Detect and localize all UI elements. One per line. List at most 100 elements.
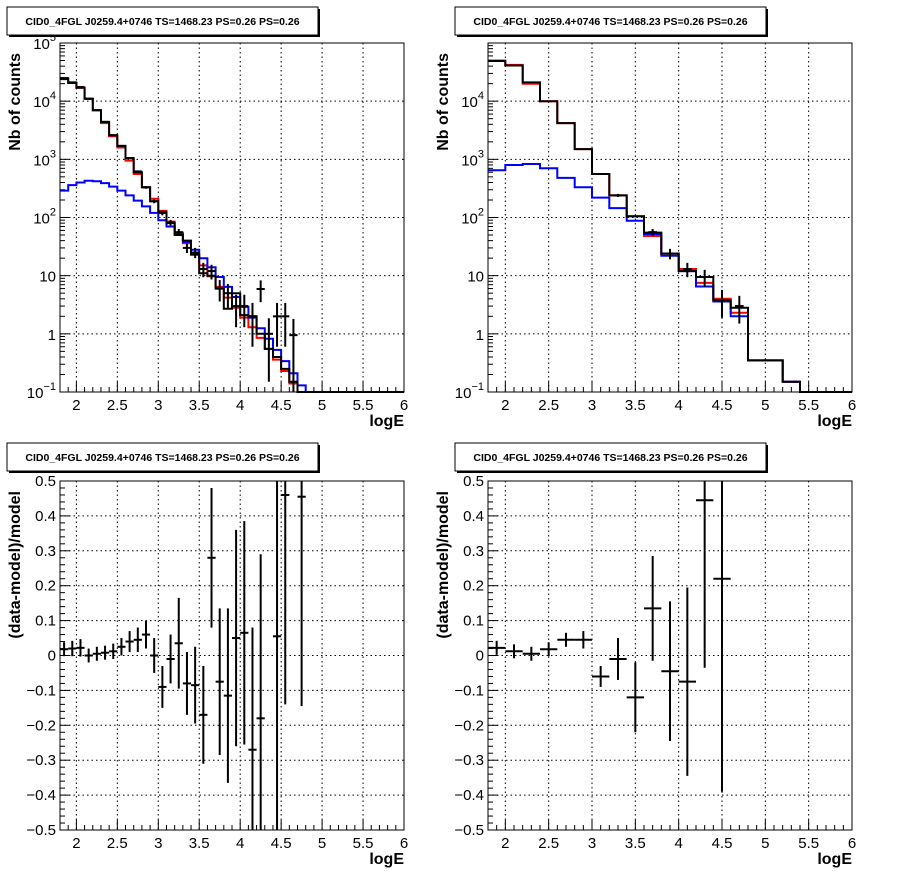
y-tick-label: −0.4 [26,787,56,804]
x-tick-label: 2 [501,397,509,414]
x-tick-label: 4.5 [712,397,733,414]
data-point-8 [125,631,134,653]
histogram-series-2 [488,60,852,393]
x-axis-label: logE [817,851,852,868]
data-point-26 [281,481,290,705]
y-tick-label: −0.2 [26,717,56,734]
y-tick-label: 102 [461,207,484,228]
y-tick-label: −0.3 [454,752,484,769]
data-point-4 [92,109,101,112]
x-tick-label: 2.5 [107,835,128,852]
x-tick-label: 2.5 [107,397,128,414]
data-point-6 [109,134,118,137]
x-tick-label: 5 [761,835,769,852]
data-point-0 [488,640,506,655]
data-point-22 [240,521,249,745]
x-tick-label: 4 [236,835,244,852]
x-tick-label: 5 [761,397,769,414]
data-point-22 [240,294,249,328]
data-point-4 [557,632,575,647]
data-point-3 [84,648,93,663]
data-point-5 [574,631,592,649]
data-point-18 [207,487,216,628]
y-tick-label: −0.5 [26,822,56,839]
title-box [6,442,319,472]
data-point-9 [133,627,142,653]
x-tick-label: 5.5 [798,397,819,414]
data-point-10 [141,185,151,189]
x-tick-label: 3.5 [625,835,646,852]
data-point-2 [665,248,675,260]
data-point-27 [281,302,290,347]
data-point-7 [117,144,126,147]
y-tick-label: −0.2 [454,717,484,734]
data-point-16 [191,646,200,724]
y-tick-label-exponent: −1 [43,381,56,393]
data-point-25 [272,481,282,830]
y-tick-label-base: 10 [33,94,50,111]
y-tick-label: 0.1 [463,613,484,630]
y-tick-label: 0.3 [463,543,484,560]
x-tick-label: 4 [674,835,682,852]
data-point-12 [158,210,167,216]
data-point-12 [158,665,167,708]
y-tick-label: 104 [461,90,484,111]
y-tick-label: −0.4 [454,787,484,804]
y-tick-label: 0.2 [463,578,484,595]
y-tick-label-base: 10 [33,211,50,228]
y-axis-label: Nb of counts [435,53,452,151]
data-point-19 [215,608,224,755]
data-point-17 [199,262,208,278]
x-axis-label: logE [369,851,404,868]
plot-frame [59,480,405,831]
y-axis-label: (data-model)/model [435,491,452,639]
y-tick-label-base: 10 [461,152,478,169]
data-point-15 [182,652,192,715]
data-point-5 [100,120,110,123]
y-tick-label-base: 10 [455,385,472,402]
y-tick-label-base: 10 [467,269,484,286]
chart-title: CID0_4FGL J0259.4+0746 TS=1468.23 PS=0.2… [25,452,299,464]
x-tick-label: 2 [72,835,80,852]
y-tick-label: 10−1 [455,381,484,402]
y-tick-label: 1 [476,327,484,344]
data-point-1 [505,644,523,659]
y-tick-label: 105 [33,32,56,53]
y-tick-label-exponent: 2 [50,207,56,219]
y-tick-label: 10−1 [27,381,56,402]
axis-ticks [487,480,853,831]
x-axis-label: logE [369,413,404,430]
x-tick-label: 4.5 [712,835,733,852]
data-point-7 [609,638,627,680]
data-point-11 [150,638,159,673]
data-point-20 [223,608,232,783]
y-tick-label-base: 10 [461,211,478,228]
x-tick-label: 3.5 [625,397,646,414]
panel-bottom-left-residuals: 2 2.5 3 3.5 4 4.5 5 5.5 6 −0.5 −0.4 −0.3 −0.2 −0.1 0 0.… [6,442,408,868]
x-tick-label: 6 [848,397,856,414]
data-point-13 [166,219,175,226]
y-tick-label-exponent: 2 [478,207,484,219]
title-box [454,6,767,36]
x-tick-label: 2 [72,397,80,414]
data-point-11 [678,587,696,776]
data-point-0 [613,193,623,198]
y-tick-label: −0.1 [454,682,484,699]
data-point-14 [174,228,183,236]
y-tick-label: 0.1 [35,613,56,630]
data-point-21 [232,294,241,328]
y-tick-label: 0 [476,648,484,665]
y-tick-label: 103 [461,148,484,169]
data-point-12 [696,481,714,668]
y-tick-label-base: 1 [476,327,484,344]
x-axis-label: logE [817,413,852,430]
data-point-23 [248,302,257,347]
y-tick-label: 103 [33,148,56,169]
panel-top-right-counts: 2 2.5 3 3.5 4 4.5 5 5.5 610−1110102103104logENb … [435,6,856,430]
data-point-2 [76,639,85,657]
y-tick-label-exponent: 5 [50,32,56,44]
data-point-27 [297,481,306,707]
x-tick-label: 4 [674,397,682,414]
data-point-18 [207,264,216,280]
